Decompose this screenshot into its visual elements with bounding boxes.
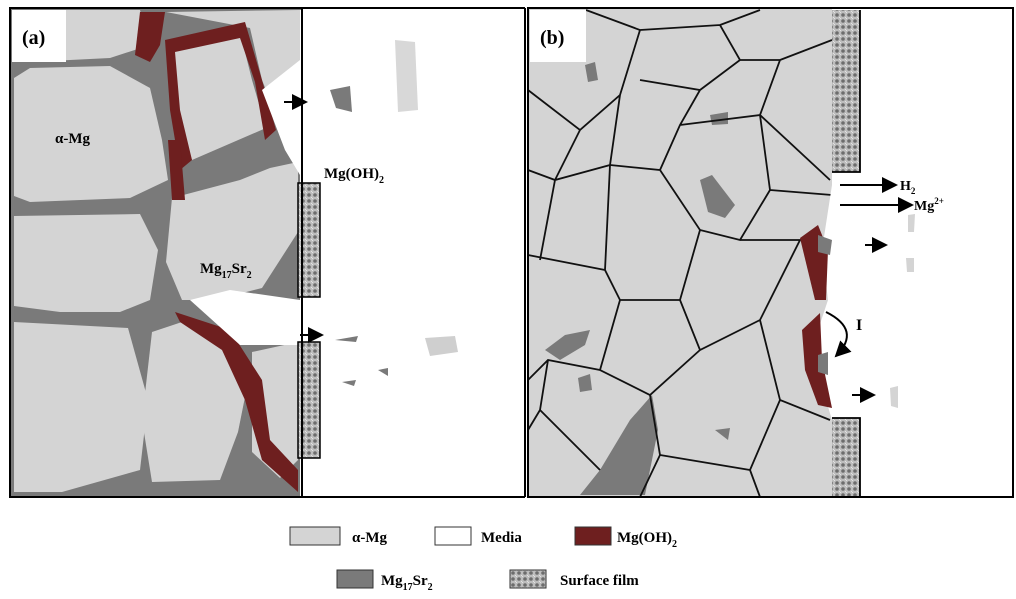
text-part: 2+ (934, 196, 944, 206)
panel-b: (b) H2 Mg2+ I (528, 8, 1013, 497)
legend-swatch (337, 570, 373, 588)
text-part: 17 (222, 270, 232, 281)
legend-swatch (575, 527, 611, 545)
grain (14, 322, 148, 492)
phase-label: α-Mg (55, 131, 91, 147)
text-part: Mg(OH) (324, 166, 379, 182)
text-part: 2 (428, 582, 433, 593)
legend-label: Mg17Sr2 (381, 573, 433, 593)
grain (14, 214, 158, 312)
legend-label: Media (481, 530, 522, 546)
text-part: H (900, 179, 911, 194)
diagram: (a) α-Mg Mg17Sr2 Mg(OH)2 (b) H2 Mg2+ I (0, 0, 1016, 594)
surface-film (832, 418, 860, 497)
text-part: Mg(OH) (617, 530, 672, 546)
legend-label: α-Mg (352, 530, 388, 546)
text-part: 2 (911, 186, 916, 196)
text-part: 2 (379, 175, 384, 186)
text-part: Sr (232, 261, 247, 277)
legend-swatch (510, 570, 546, 588)
grain (14, 66, 168, 202)
step-label: I (856, 317, 862, 334)
panel-tag: (a) (22, 27, 45, 49)
alpha-mg-matrix (528, 8, 832, 497)
text-part: 17 (403, 582, 413, 593)
surface-film (832, 10, 860, 172)
panel-tag: (b) (540, 27, 564, 49)
legend-swatch (435, 527, 471, 545)
page: {"panels": [ {"tag": "(a)", "alpha_mg": … (0, 0, 1016, 594)
text-part: Mg (381, 573, 403, 589)
legend: α-Mg Media Mg(OH)2 Mg17Sr2 Surface film (290, 527, 677, 593)
text-part: Sr (413, 573, 428, 589)
text-part: 2 (247, 270, 252, 281)
text-part: 2 (672, 539, 677, 550)
legend-label: Surface film (560, 573, 639, 589)
legend-swatch (290, 527, 340, 545)
legend-label: Mg(OH)2 (617, 530, 677, 550)
text-part: Mg (200, 261, 222, 277)
particle (395, 40, 418, 112)
text-part: Mg (914, 199, 934, 214)
